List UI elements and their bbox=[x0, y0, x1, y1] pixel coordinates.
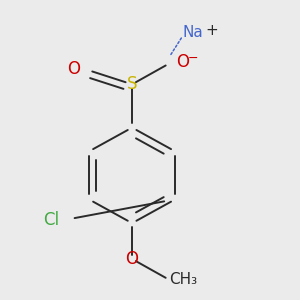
Text: Na: Na bbox=[182, 25, 203, 40]
Text: S: S bbox=[127, 75, 137, 93]
Text: Cl: Cl bbox=[43, 211, 59, 229]
Text: +: + bbox=[205, 23, 218, 38]
Text: O: O bbox=[126, 250, 139, 268]
Text: O: O bbox=[176, 53, 189, 71]
Text: CH₃: CH₃ bbox=[169, 272, 197, 287]
Text: −: − bbox=[187, 52, 198, 64]
Text: O: O bbox=[67, 60, 80, 78]
